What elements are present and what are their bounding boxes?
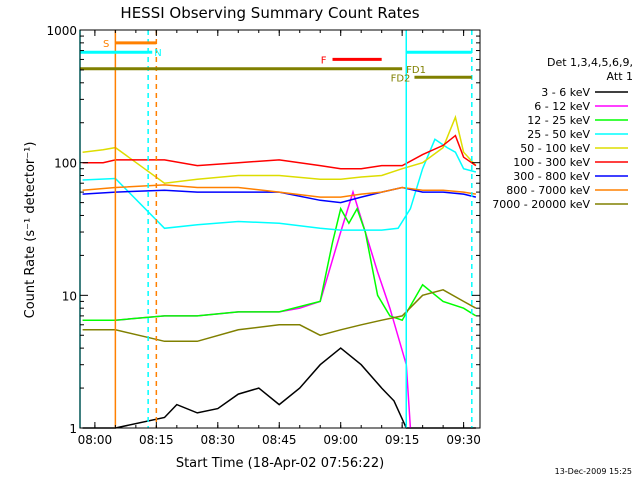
- legend-label: 7000 - 20000 keV: [492, 198, 590, 211]
- plot-frame: [79, 29, 481, 429]
- footer-date: 13-Dec-2009 15:25: [555, 467, 632, 476]
- x-tick-label: 09:15: [385, 433, 420, 447]
- chart-title: HESSI Observing Summary Count Rates: [120, 4, 419, 22]
- x-tick-label: 08:45: [262, 433, 297, 447]
- legend-label: 12 - 25 keV: [527, 114, 590, 127]
- flag-label-s: S: [103, 39, 109, 50]
- flag-label-f: F: [321, 55, 327, 66]
- legend-label: 25 - 50 keV: [527, 128, 590, 141]
- series-line-50-100-kev: [82, 114, 477, 184]
- legend-subtitle: Att 1: [607, 70, 633, 83]
- series-line-300-800-kev: [82, 186, 477, 204]
- series-line-6-12-kev: [82, 189, 412, 429]
- legend-label: 100 - 300 keV: [513, 156, 590, 169]
- x-tick-label: 08:30: [200, 433, 235, 447]
- legend-item-800-7000-kev: 800 - 7000 keV: [506, 184, 628, 197]
- legend-item-100-300-kev: 100 - 300 keV: [513, 156, 628, 169]
- series-line-800-7000-kev: [82, 184, 477, 198]
- y-tick-label: 1: [69, 422, 77, 436]
- y-tick-label: 1000: [46, 24, 77, 38]
- x-axis-label: Start Time (18-Apr-02 07:56:22): [176, 456, 384, 471]
- legend-label: 3 - 6 keV: [541, 86, 590, 99]
- x-tick-label: 09:30: [446, 433, 481, 447]
- series-layer: [82, 114, 477, 429]
- legend-item-12-25-kev: 12 - 25 keV: [527, 114, 628, 127]
- legend-item-300-800-kev: 300 - 800 keV: [513, 170, 628, 183]
- flag-label-fd1: FD1: [406, 65, 426, 76]
- y-tick-label: 100: [54, 157, 77, 171]
- legend-item-50-100-kev: 50 - 100 keV: [520, 142, 628, 155]
- series-line-7000-20000-kev: [82, 288, 477, 343]
- x-tick-label: 08:15: [139, 433, 174, 447]
- legend-title: Det 1,3,4,5,6,9,: [547, 56, 633, 69]
- x-axis: 08:00 08:15 08:30 08:45 09:00 09:15 09:30: [78, 30, 481, 447]
- legend-item-3-6-kev: 3 - 6 keV: [541, 86, 628, 99]
- x-tick-label: 09:00: [323, 433, 358, 447]
- flag-label-fd2: FD2: [391, 73, 411, 84]
- flag-label-n: N: [154, 48, 161, 59]
- y-axis-label: Count Rate (s⁻¹ detector⁻¹): [23, 142, 38, 319]
- x-tick-label: 08:00: [78, 433, 113, 447]
- series-line-25-50-kev: [82, 138, 477, 231]
- legend-label: 800 - 7000 keV: [506, 184, 590, 197]
- legend-item-6-12-kev: 6 - 12 keV: [534, 100, 628, 113]
- y-axis: 1 10 100 1000: [46, 24, 480, 436]
- y-tick-label: 10: [62, 289, 77, 303]
- legend-item-25-50-kev: 25 - 50 keV: [527, 128, 628, 141]
- legend-item-7000-20000-kev: 7000 - 20000 keV: [492, 198, 628, 211]
- series-line-12-25-kev: [82, 206, 477, 322]
- legend-label: 50 - 100 keV: [520, 142, 590, 155]
- series-line-3-6-kev: [82, 347, 476, 429]
- legend-label: 6 - 12 keV: [534, 100, 590, 113]
- legend-label: 300 - 800 keV: [513, 170, 590, 183]
